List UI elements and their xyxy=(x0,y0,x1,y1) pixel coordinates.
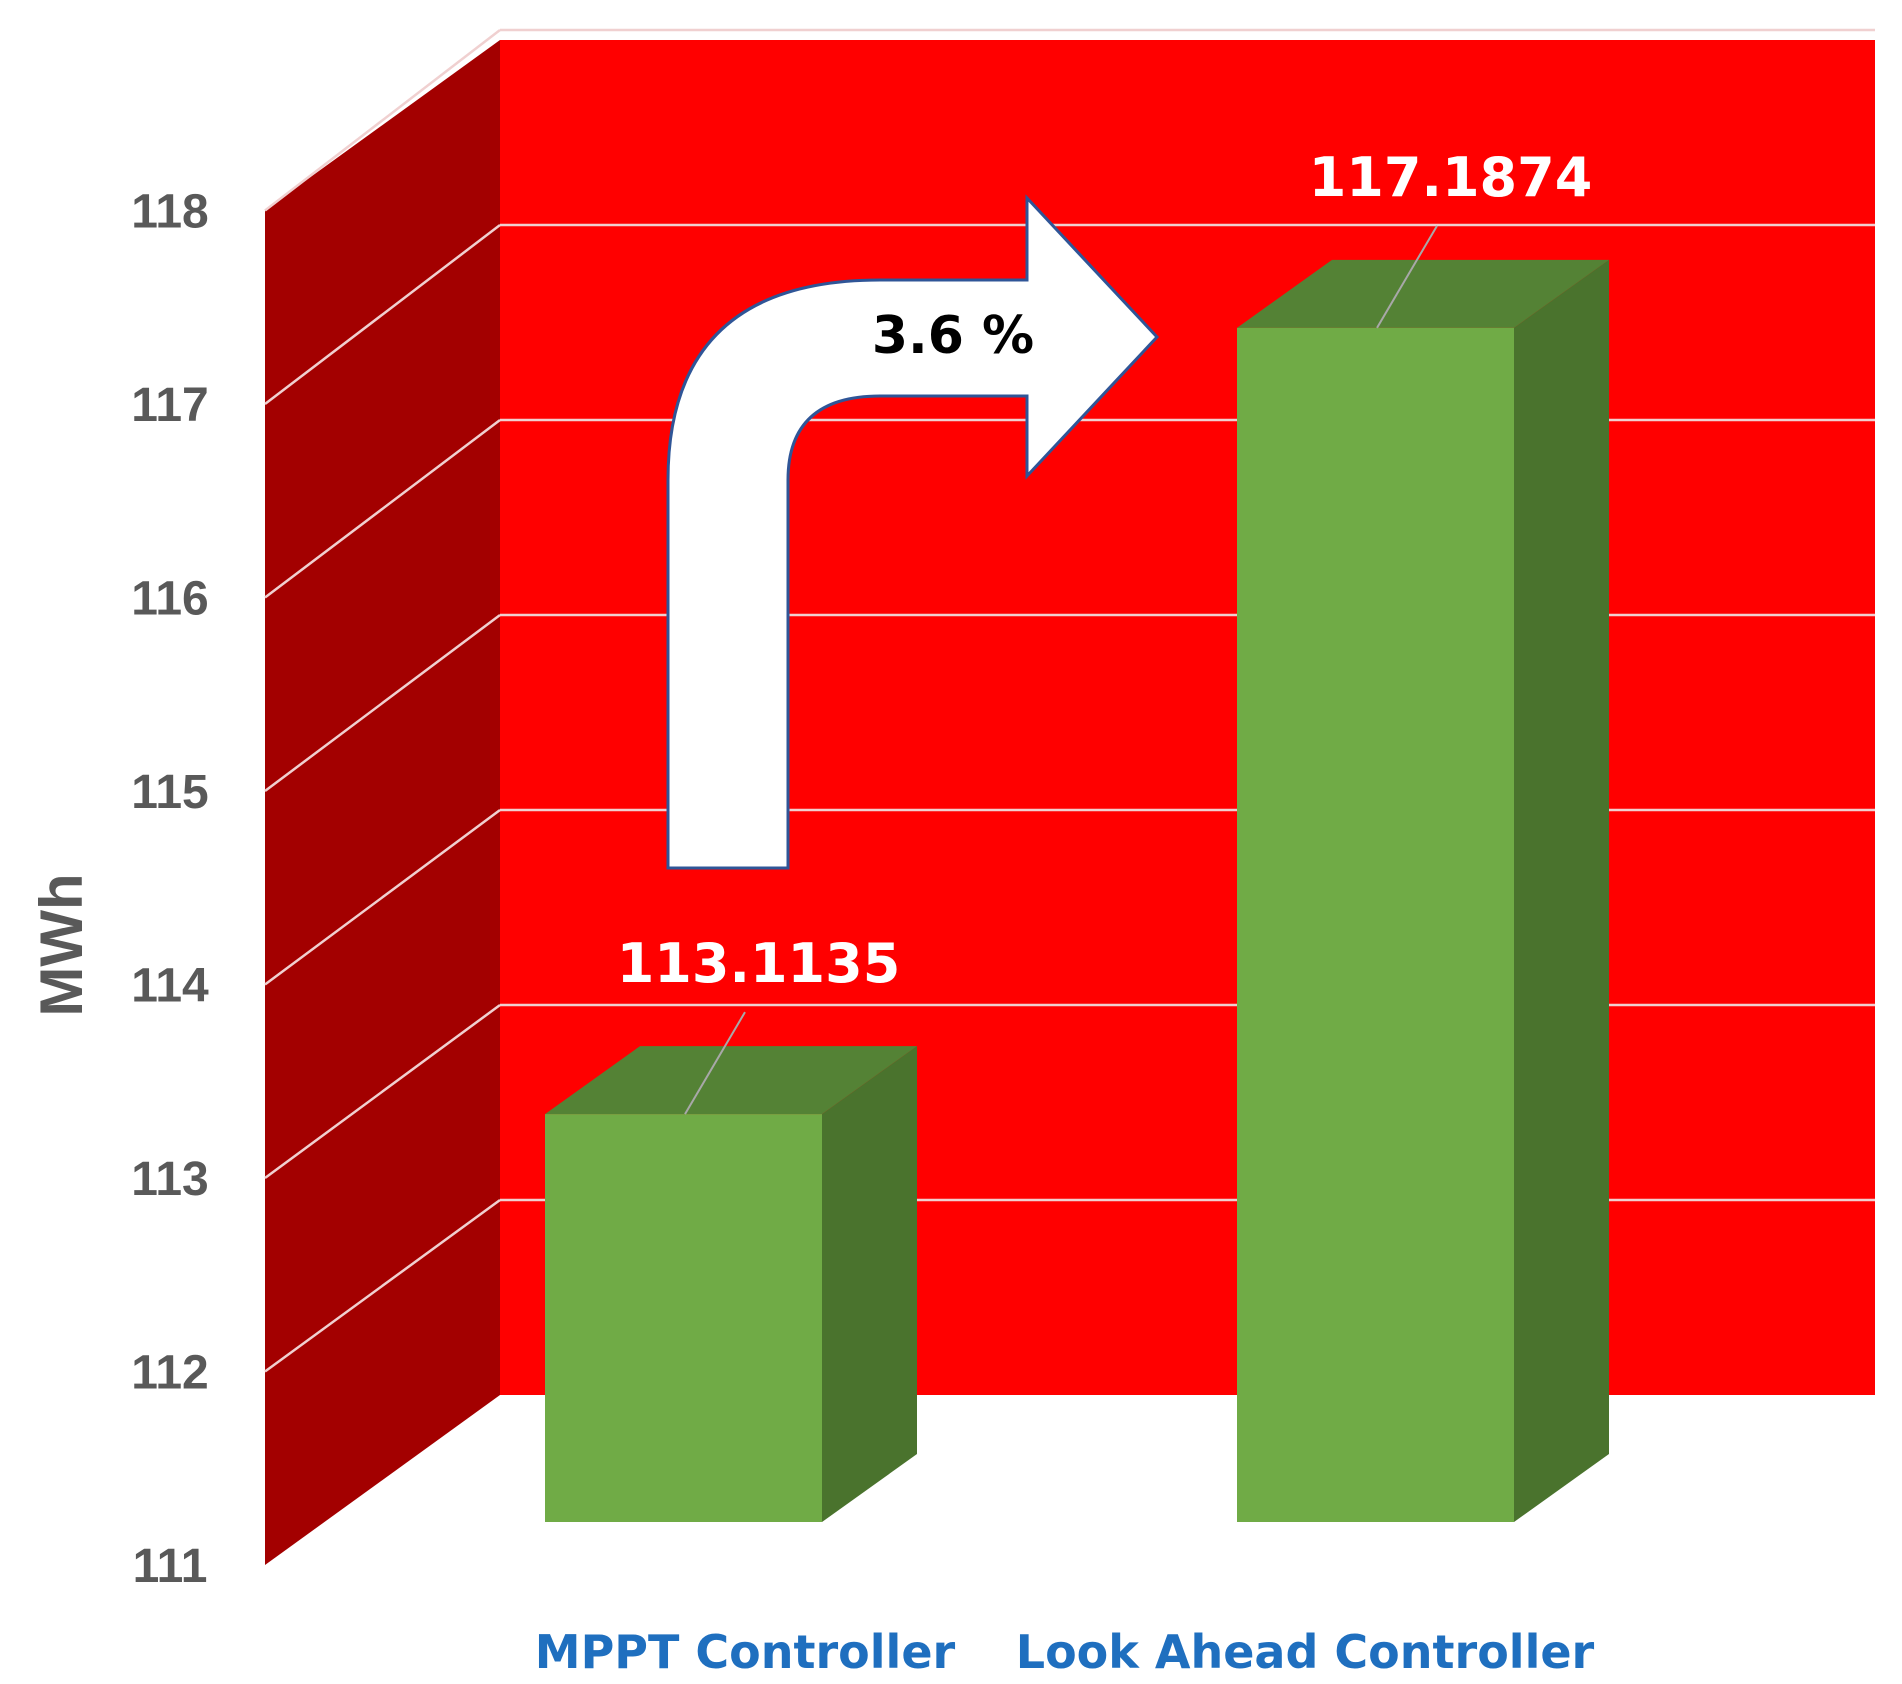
bar-top xyxy=(1237,259,1609,328)
y-tick-label: 114 xyxy=(131,960,209,1013)
bent-arrow-icon xyxy=(666,194,1160,870)
data-label: 113.1135 xyxy=(617,932,901,995)
bars xyxy=(545,259,1609,1522)
y-tick-labels: 111 112 113 114 115 116 117 118 xyxy=(131,186,209,1594)
y-tick-label: 115 xyxy=(131,766,208,819)
y-tick-label: 118 xyxy=(131,186,208,239)
y-axis-label: MWh xyxy=(28,873,95,1016)
data-label: 117.1874 xyxy=(1309,146,1593,209)
y-tick-label: 116 xyxy=(131,573,208,626)
bar-top xyxy=(545,1046,917,1115)
data-label-leader xyxy=(1376,225,1438,329)
category-label: MPPT Controller xyxy=(535,1625,956,1679)
percent-increase-annotation: 3.6 % xyxy=(872,306,1034,366)
gridline-side xyxy=(264,808,501,986)
gridline-side xyxy=(264,613,501,793)
gridline-side xyxy=(264,29,501,212)
gridline-side xyxy=(264,224,501,405)
y-tick-label: 113 xyxy=(131,1153,208,1206)
y-tick-label: 111 xyxy=(133,1540,208,1593)
bar-front xyxy=(545,1114,822,1522)
side-wall xyxy=(265,40,500,1565)
bar-side xyxy=(1514,259,1609,1522)
category-labels: MPPT Controller Look Ahead Controller xyxy=(535,1625,1595,1679)
gridline-side xyxy=(264,1003,501,1180)
bar xyxy=(545,1046,917,1522)
y-tick-label: 112 xyxy=(131,1347,208,1400)
bar xyxy=(1237,259,1609,1522)
data-label-leader xyxy=(684,1011,746,1115)
gridlines xyxy=(264,28,1875,1373)
bar-front xyxy=(1237,327,1514,1522)
y-tick-label: 117 xyxy=(131,379,208,432)
category-label: Look Ahead Controller xyxy=(1016,1625,1595,1679)
bar-side xyxy=(822,1046,917,1522)
increase-arrow: 3.6 % xyxy=(666,194,1160,870)
gridline-side xyxy=(264,419,501,599)
data-labels: 113.1135 117.1874 xyxy=(617,146,1593,1115)
gridline-side xyxy=(264,1198,501,1373)
